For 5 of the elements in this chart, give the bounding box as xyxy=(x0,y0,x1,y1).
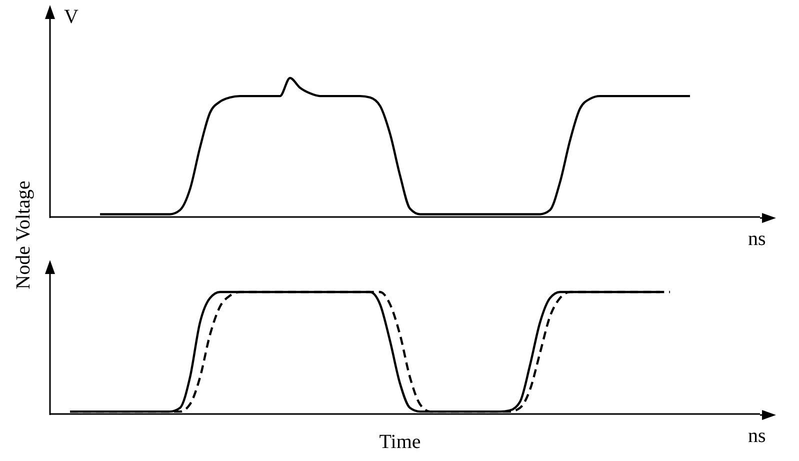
x-axis-title: ns xyxy=(748,228,766,251)
y-axis-title: Node Voltage xyxy=(12,180,36,290)
text: Time xyxy=(379,431,421,454)
x-axis-title: ns xyxy=(748,425,766,448)
text: V xyxy=(64,6,78,29)
